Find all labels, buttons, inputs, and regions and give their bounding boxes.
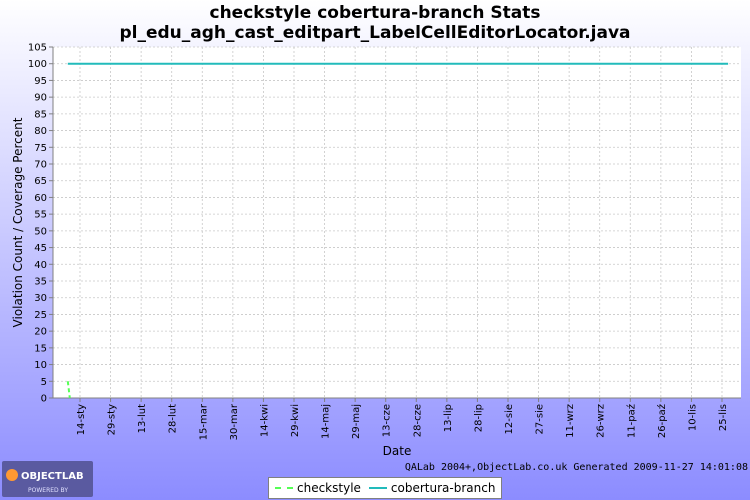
x-axis-label: Date bbox=[383, 444, 412, 458]
y-tick-label: 80 bbox=[34, 126, 47, 137]
y-tick-label: 85 bbox=[34, 109, 47, 120]
y-tick-label: 10 bbox=[34, 360, 47, 371]
y-axis-label: Violation Count / Coverage Percent bbox=[11, 117, 25, 327]
x-tick-label: 14-sty bbox=[76, 404, 87, 435]
y-tick-label: 30 bbox=[34, 293, 47, 304]
y-tick-label: 105 bbox=[28, 43, 47, 54]
legend-label-cobertura: cobertura-branch bbox=[390, 481, 496, 495]
x-tick-label: 28-cze bbox=[412, 404, 423, 437]
x-tick-label: 28-lut bbox=[168, 404, 179, 433]
x-tick-label: 11-wrz bbox=[565, 404, 576, 438]
y-tick-label: 45 bbox=[34, 243, 47, 254]
legend-swatch-checkstyle bbox=[275, 487, 293, 489]
y-tick-label: 90 bbox=[34, 93, 47, 104]
x-tick-label: 28-lip bbox=[473, 404, 484, 432]
legend-item-checkstyle: checkstyle bbox=[275, 481, 361, 495]
legend-swatch-cobertura bbox=[368, 487, 387, 489]
y-tick-label: 5 bbox=[41, 377, 47, 388]
y-tick-label: 35 bbox=[34, 277, 47, 288]
y-tick-label: 50 bbox=[34, 226, 47, 237]
y-tick-label: 60 bbox=[34, 193, 47, 204]
x-tick-label: 14-kwi bbox=[259, 404, 270, 437]
y-tick-label: 25 bbox=[34, 310, 47, 321]
y-tick-label: 70 bbox=[34, 160, 47, 171]
generated-text: QALab 2004+,ObjectLab.co.uk Generated 20… bbox=[404, 462, 748, 473]
y-tick-label: 100 bbox=[28, 59, 47, 70]
x-tick-label: 29-sty bbox=[107, 404, 118, 435]
x-tick-label: 25-lis bbox=[718, 404, 729, 431]
y-tick-label: 0 bbox=[41, 394, 47, 405]
x-tick-label: 29-maj bbox=[351, 404, 362, 439]
x-tick-label: 26-wrz bbox=[596, 404, 607, 438]
chart-title: checkstyle cobertura-branch Stats bbox=[209, 3, 541, 23]
series-line-checkstyle bbox=[66, 381, 71, 399]
x-tick-label: 27-sie bbox=[535, 404, 546, 434]
y-tick-label: 40 bbox=[34, 260, 47, 271]
y-tick-label: 55 bbox=[34, 210, 47, 221]
x-tick-label: 11-paź bbox=[625, 404, 637, 438]
y-tick-label: 15 bbox=[34, 343, 47, 354]
legend-item-cobertura: cobertura-branch bbox=[368, 481, 496, 495]
x-tick-label: 13-lip bbox=[443, 404, 454, 432]
x-tick-label: 29-kwi bbox=[290, 404, 301, 437]
x-tick-label: 26-paź bbox=[656, 404, 668, 438]
y-tick-label: 75 bbox=[34, 143, 47, 154]
x-tick-label: 12-sie bbox=[504, 404, 515, 434]
chart-legend: checkstyle cobertura-branch bbox=[268, 477, 503, 499]
x-tick-label: 13-lut bbox=[137, 404, 148, 433]
logo-subtext: POWERED BY bbox=[28, 487, 68, 494]
logo-text: OBJECTLAB bbox=[21, 471, 84, 482]
objectlab-logo: OBJECTLAB POWERED BY bbox=[2, 461, 93, 497]
y-tick-label: 20 bbox=[34, 327, 47, 338]
x-tick-label: 10-lis bbox=[687, 404, 698, 431]
legend-label-checkstyle: checkstyle bbox=[297, 481, 361, 495]
chart-subtitle: pl_edu_agh_cast_editpart_LabelCellEditor… bbox=[119, 23, 631, 43]
plot-area bbox=[53, 47, 741, 398]
x-tick-label: 15-mar bbox=[198, 403, 209, 440]
y-tick-label: 65 bbox=[34, 176, 47, 187]
x-tick-label: 14-maj bbox=[321, 404, 332, 439]
y-tick-label: 95 bbox=[34, 76, 47, 87]
x-tick-label: 13-cze bbox=[382, 404, 393, 437]
x-tick-label: 30-mar bbox=[229, 403, 240, 440]
